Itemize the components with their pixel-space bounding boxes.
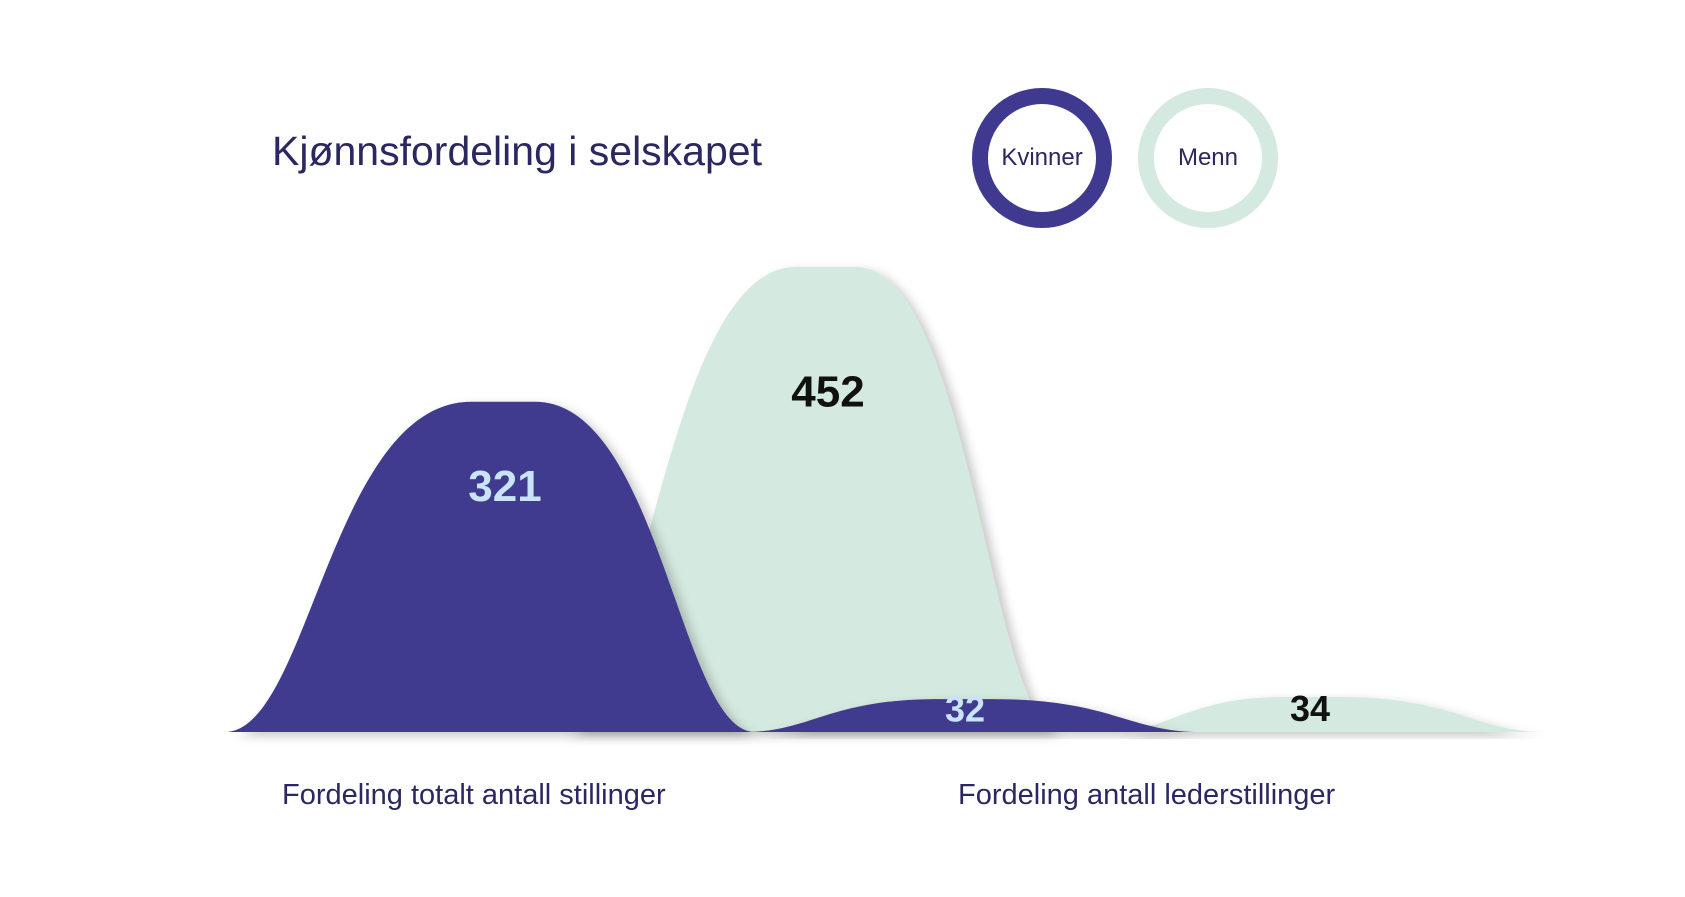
legend-item-menn: Menn (1138, 88, 1278, 228)
value-label-kvinner-leaders: 32 (945, 688, 985, 729)
legend-ring-menn (1138, 88, 1278, 228)
value-label-menn-leaders: 34 (1290, 688, 1330, 729)
legend-label-menn: Menn (1178, 144, 1238, 171)
mound-kvinner-leaders (745, 699, 1200, 732)
mound-menn-leaders (1110, 697, 1545, 732)
legend-label-kvinner: Kvinner (1001, 144, 1082, 171)
category-label-leaders: Fordeling antall lederstillinger (958, 779, 1336, 811)
value-labels: 321 452 32 34 (468, 368, 1330, 730)
value-label-kvinner-total: 321 (468, 462, 541, 511)
legend-item-kvinner: Kvinner (972, 88, 1112, 228)
category-label-total: Fordeling totalt antall stillinger (282, 779, 666, 811)
chart-title: Kjønnsfordeling i selskapet (272, 128, 763, 174)
legend: Kvinner Menn (972, 88, 1278, 228)
mound-kvinner-total (225, 401, 755, 732)
mound-menn-total (560, 267, 1060, 732)
plot-area (225, 267, 1545, 732)
legend-ring-kvinner (972, 88, 1112, 228)
value-label-menn-total: 452 (791, 368, 864, 417)
